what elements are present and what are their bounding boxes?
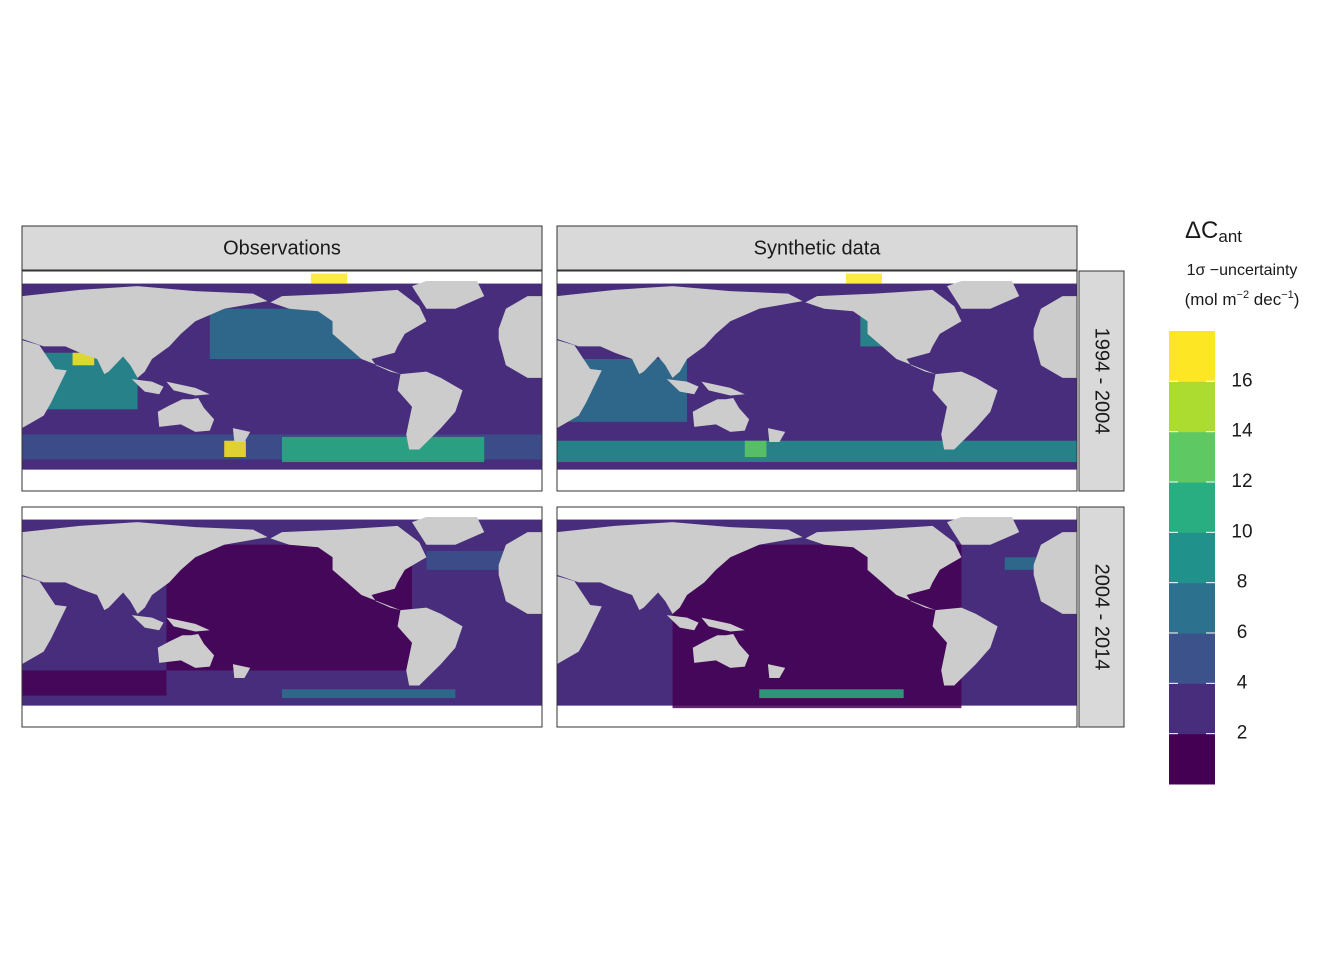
land — [131, 379, 164, 395]
column-strip-label: Observations — [223, 237, 341, 259]
colorbar-tick-label: 14 — [1231, 421, 1253, 442]
land — [557, 340, 602, 429]
column-strip-label: Synthetic data — [754, 237, 882, 259]
ocean-field — [759, 689, 904, 699]
ocean-field — [224, 440, 246, 458]
land — [397, 371, 463, 450]
colorbar-tick-label: 6 — [1237, 622, 1248, 643]
land — [932, 607, 998, 686]
land — [805, 289, 962, 375]
colorbar-bin — [1169, 331, 1215, 382]
row-strip-label: 2004 - 2014 — [1091, 564, 1113, 671]
land — [166, 617, 210, 632]
land — [22, 522, 268, 614]
land — [805, 525, 962, 611]
units-post: ) — [1294, 290, 1300, 309]
colorbar-tick-label: 16 — [1231, 370, 1252, 391]
map-panel — [556, 270, 1078, 492]
ocean-field — [22, 670, 167, 696]
ocean-field — [557, 440, 1077, 463]
land — [557, 576, 602, 665]
land — [932, 371, 998, 450]
land — [397, 607, 463, 686]
land — [947, 281, 1020, 309]
colorbar-tick-label: 8 — [1237, 572, 1248, 593]
land — [557, 286, 803, 378]
units-pre: (mol m — [1185, 290, 1237, 309]
strip — [1078, 270, 1125, 492]
land — [767, 664, 786, 678]
land — [947, 517, 1020, 545]
land — [692, 633, 750, 668]
ocean-field — [282, 436, 485, 463]
ocean-field — [845, 273, 882, 284]
legend-title-main: ΔC — [1185, 217, 1218, 244]
colorbar-bin — [1169, 633, 1215, 684]
land — [666, 379, 699, 395]
map-panel — [21, 506, 543, 728]
land — [767, 428, 786, 442]
strip — [21, 225, 543, 271]
row-strip-label: 1994 - 2004 — [1091, 328, 1113, 435]
land — [701, 617, 745, 632]
colorbar-tick-label: 2 — [1237, 723, 1248, 744]
legend-units: (mol m−2 dec−1) — [1185, 289, 1300, 310]
land — [1033, 296, 1077, 378]
colorbar-bin — [1169, 431, 1215, 483]
land — [232, 664, 251, 678]
land — [22, 286, 268, 378]
strip — [556, 225, 1078, 271]
land — [157, 633, 215, 668]
panel-border — [556, 270, 1078, 492]
colorbar-bin — [1169, 532, 1215, 584]
land — [22, 340, 67, 429]
land — [22, 576, 67, 665]
colorbar-tick-label: 10 — [1231, 521, 1252, 542]
land — [666, 615, 699, 631]
map-panel — [21, 270, 543, 492]
land — [131, 615, 164, 631]
units-mid: dec — [1249, 290, 1282, 309]
colorbar-tick-label: 4 — [1237, 672, 1248, 693]
strip — [1078, 506, 1125, 728]
units-exp: −2 — [1237, 289, 1250, 301]
land — [157, 397, 215, 432]
land — [412, 281, 485, 309]
colorbar-bin — [1169, 381, 1215, 433]
colorbar-bin — [1169, 482, 1215, 533]
ocean-field — [744, 440, 767, 458]
land — [166, 381, 210, 396]
land — [270, 289, 427, 375]
legend-title: ΔCant — [1185, 217, 1242, 246]
panel-border — [21, 270, 543, 492]
land — [232, 428, 251, 442]
land — [498, 296, 542, 378]
land — [270, 525, 427, 611]
panel-border — [21, 506, 543, 728]
colorbar-bin — [1169, 582, 1215, 634]
ocean-field — [310, 273, 347, 284]
legend-title-sub: ant — [1218, 227, 1242, 246]
land — [557, 522, 803, 614]
colorbar-tick-label: 12 — [1231, 471, 1252, 492]
legend-subtitle: 1σ −uncertainty — [1187, 262, 1298, 279]
panel-border — [556, 506, 1078, 728]
map-panel — [556, 506, 1078, 728]
colorbar-bin — [1169, 683, 1215, 735]
land — [412, 517, 485, 545]
land — [692, 397, 750, 432]
land — [701, 381, 745, 396]
units-exp: −1 — [1281, 289, 1294, 301]
land — [1033, 532, 1077, 614]
ocean-field — [282, 689, 456, 699]
colorbar-bin — [1169, 733, 1215, 785]
land — [498, 532, 542, 614]
